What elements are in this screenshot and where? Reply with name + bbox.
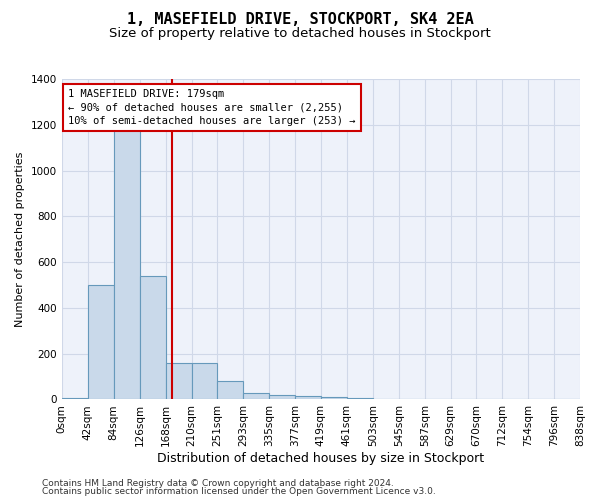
Text: Size of property relative to detached houses in Stockport: Size of property relative to detached ho… — [109, 28, 491, 40]
Text: 1 MASEFIELD DRIVE: 179sqm
← 90% of detached houses are smaller (2,255)
10% of se: 1 MASEFIELD DRIVE: 179sqm ← 90% of detac… — [68, 90, 355, 126]
Bar — [295, 396, 321, 400]
Text: Contains HM Land Registry data © Crown copyright and database right 2024.: Contains HM Land Registry data © Crown c… — [42, 478, 394, 488]
Bar — [62, 398, 88, 400]
Bar — [217, 381, 243, 400]
Bar — [113, 125, 140, 400]
Bar — [140, 276, 166, 400]
Bar — [88, 285, 113, 400]
Text: Contains public sector information licensed under the Open Government Licence v3: Contains public sector information licen… — [42, 487, 436, 496]
Text: 1, MASEFIELD DRIVE, STOCKPORT, SK4 2EA: 1, MASEFIELD DRIVE, STOCKPORT, SK4 2EA — [127, 12, 473, 28]
Bar — [269, 395, 295, 400]
X-axis label: Distribution of detached houses by size in Stockport: Distribution of detached houses by size … — [157, 452, 484, 465]
Bar — [347, 398, 373, 400]
Bar — [321, 397, 347, 400]
Bar — [191, 363, 217, 400]
Bar — [166, 363, 191, 400]
Bar — [243, 392, 269, 400]
Y-axis label: Number of detached properties: Number of detached properties — [15, 152, 25, 327]
